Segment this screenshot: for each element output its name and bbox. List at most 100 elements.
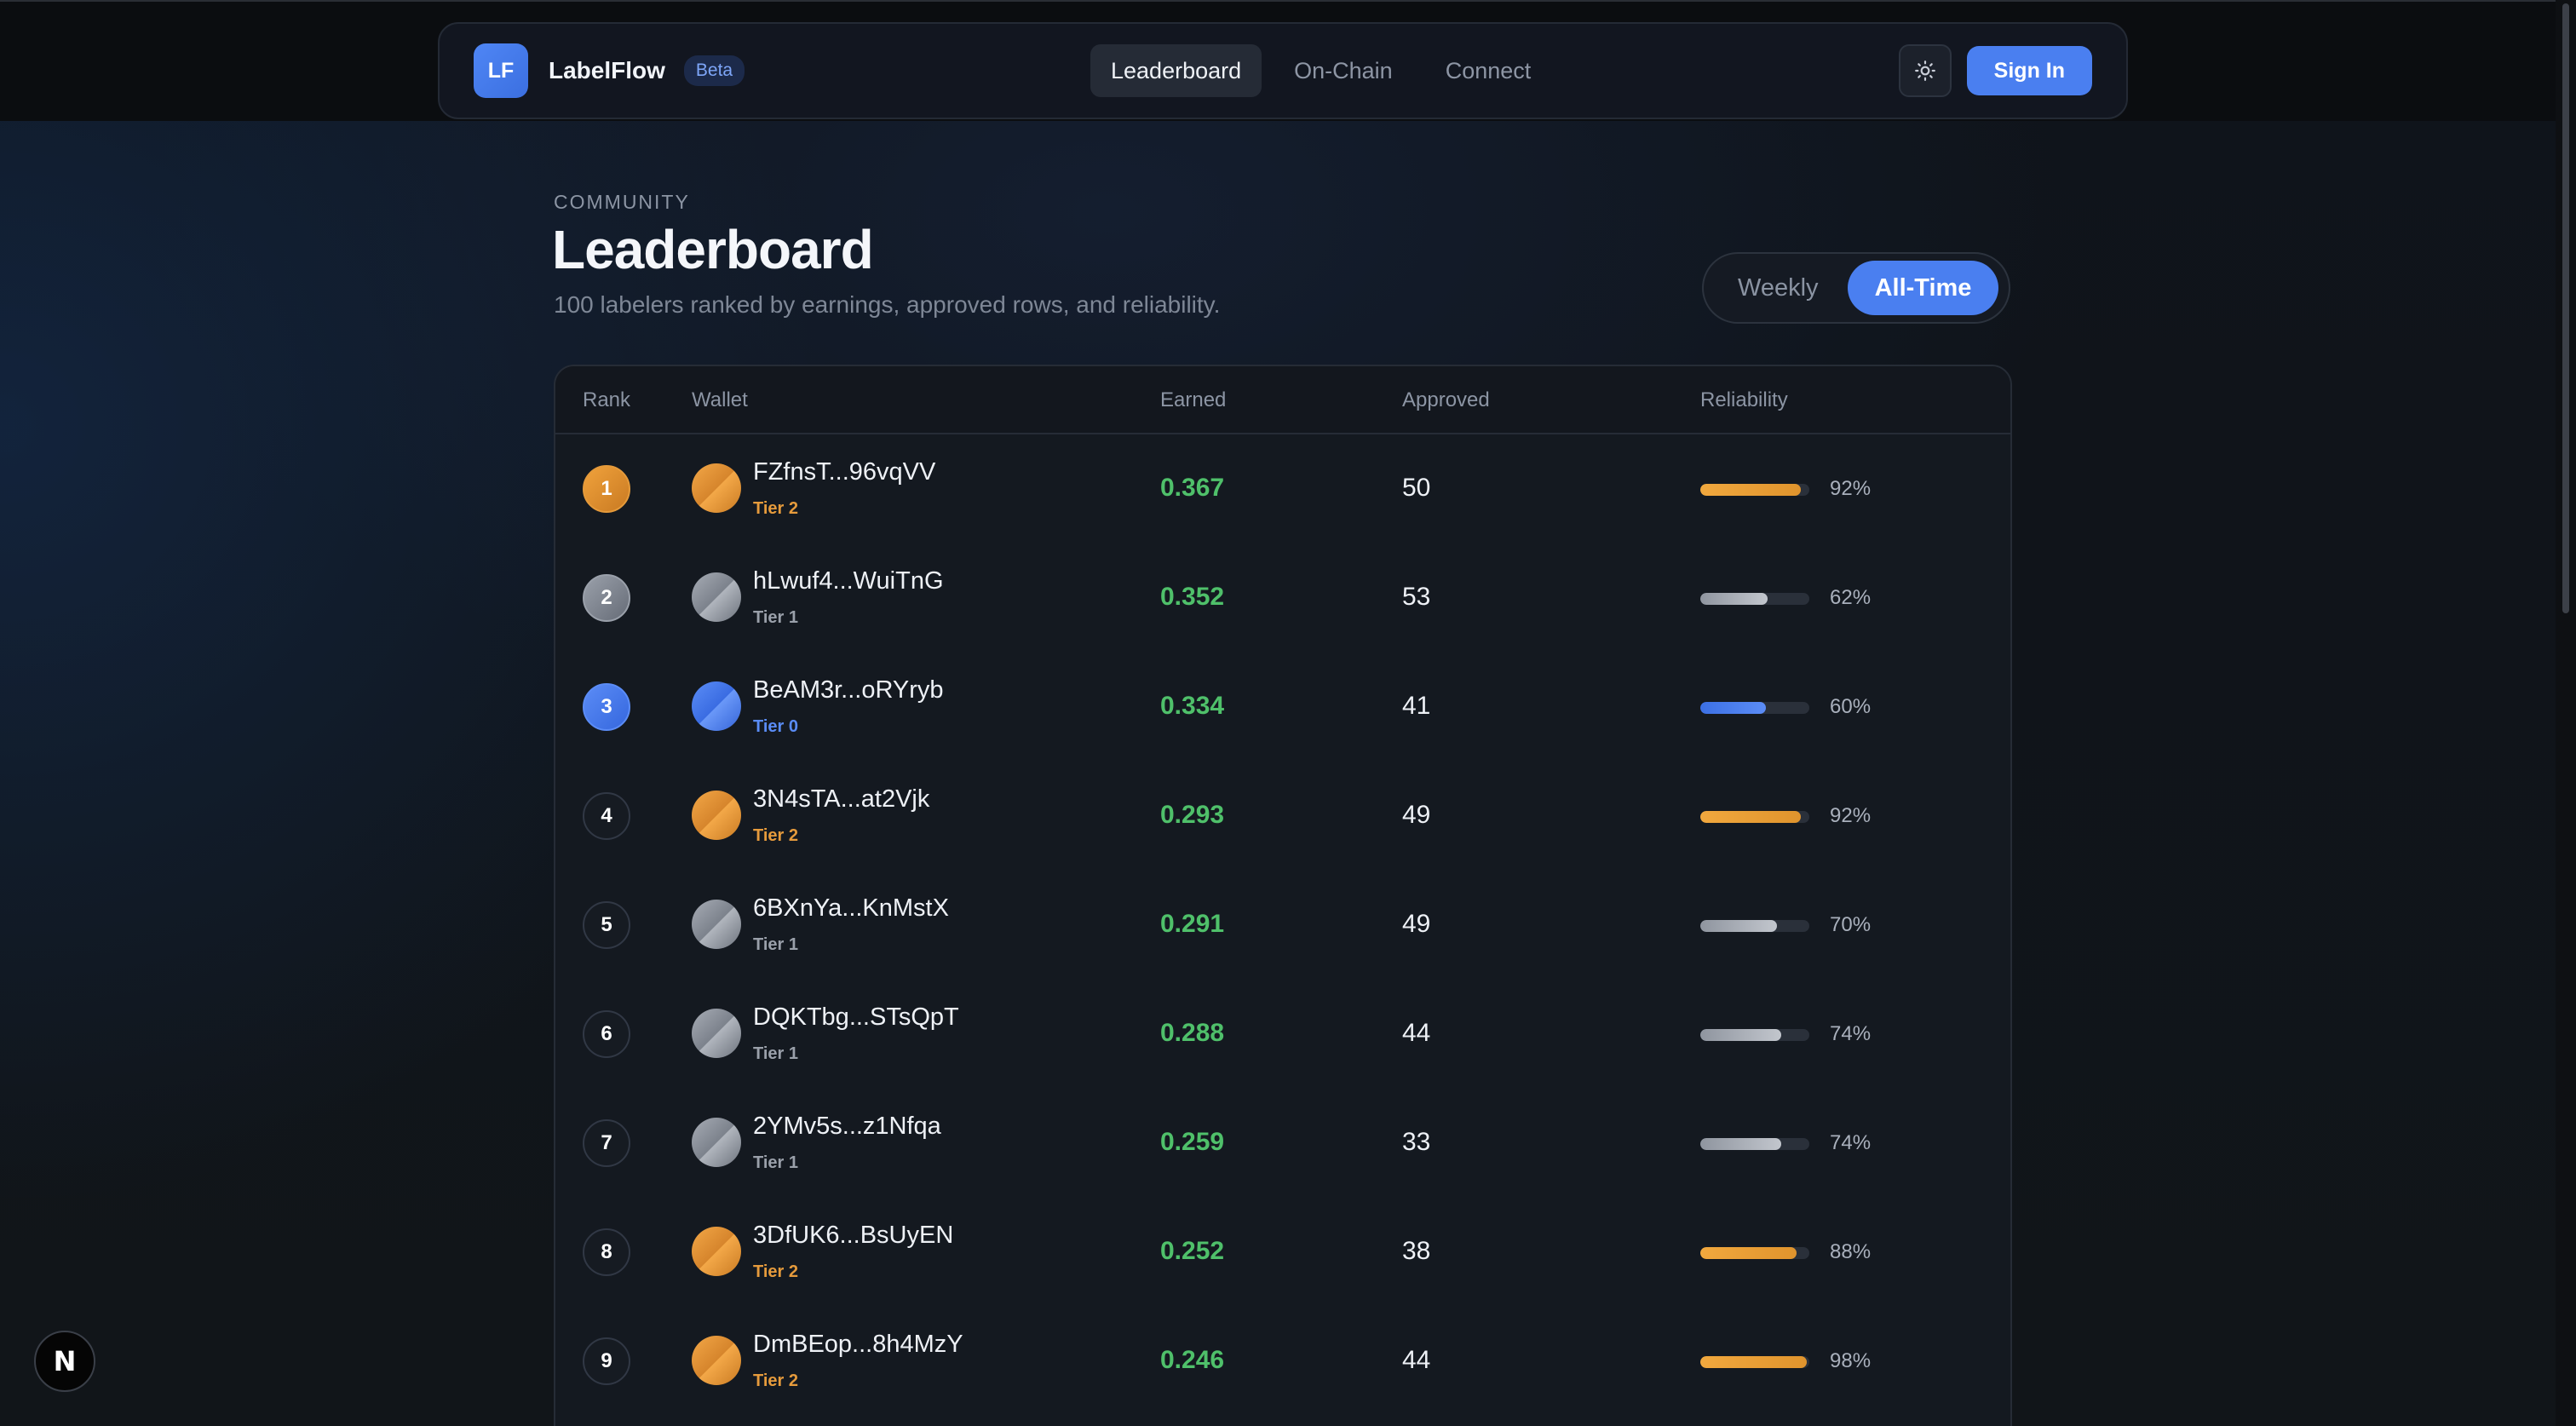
toggle-all-time[interactable]: All-Time [1847,261,1999,315]
logo[interactable]: LF [474,43,528,98]
approved-value: 53 [1402,583,1431,611]
reliability-bar-fill [1700,1138,1781,1150]
wallet-address[interactable]: 3N4sTA...at2Vjk [753,785,930,813]
beta-badge: Beta [683,55,745,86]
tier-label: Tier 1 [753,1044,798,1063]
rank-badge: 6 [583,1010,630,1058]
earned-value: 0.367 [1160,474,1225,502]
rank-badge: 9 [583,1337,630,1385]
tier-label: Tier 2 [753,826,798,845]
rank-badge: 2 [583,574,630,622]
wallet-address[interactable]: hLwuf4...WuiTnG [753,567,944,595]
table-row[interactable]: 1 FZfnsT...96vqVV Tier 2 0.367 50 92% [555,434,2010,543]
reliability-bar [1700,1356,1809,1368]
wallet-avatar [692,572,741,622]
scrollbar-thumb[interactable] [2562,3,2569,613]
tier-label: Tier 2 [753,1371,798,1390]
sign-in-button[interactable]: Sign In [1966,46,2092,95]
column-header-approved[interactable]: Approved [1402,388,1490,411]
reliability-percent: 74% [1830,1131,1872,1154]
reliability-bar-fill [1700,593,1768,605]
approved-value: 33 [1402,1128,1431,1156]
reliability-bar [1700,484,1809,496]
reliability-bar [1700,1247,1809,1259]
rank-badge: 7 [583,1119,630,1167]
column-header-rank[interactable]: Rank [583,388,631,411]
reliability-bar [1700,811,1809,823]
column-header-reliability[interactable]: Reliability [1700,388,1788,411]
nav-link-on-chain[interactable]: On-Chain [1294,57,1393,83]
rank-badge: 1 [583,465,630,513]
section-label: COMMUNITY [554,191,690,213]
earned-value: 0.246 [1160,1346,1225,1374]
wallet-avatar [692,791,741,840]
earned-value: 0.288 [1160,1019,1225,1047]
reliability-percent: 92% [1830,477,1872,500]
wallet-address[interactable]: FZfnsT...96vqVV [753,458,936,486]
approved-value: 41 [1402,692,1431,720]
column-header-earned[interactable]: Earned [1160,388,1227,411]
wallet-address[interactable]: 3DfUK6...BsUyEN [753,1222,954,1249]
reliability-bar-fill [1700,920,1777,932]
wallet-avatar [692,1118,741,1167]
wallet-avatar [692,463,741,513]
rank-badge: 5 [583,901,630,949]
table-row[interactable]: 6 DQKTbg...STsQpT Tier 1 0.288 44 74% [555,980,2010,1089]
tier-label: Tier 1 [753,608,798,627]
earned-value: 0.334 [1160,692,1225,720]
table-row[interactable]: 2 hLwuf4...WuiTnG Tier 1 0.352 53 62% [555,543,2010,653]
reliability-bar [1700,920,1809,932]
approved-value: 49 [1402,801,1431,829]
reliability-bar-fill [1700,484,1801,496]
rank-badge: 4 [583,792,630,840]
wallet-avatar [692,900,741,949]
period-toggle: Weekly All-Time [1702,252,2010,324]
reliability-bar [1700,1138,1809,1150]
wallet-address[interactable]: BeAM3r...oRYryb [753,676,944,704]
table-row[interactable]: 9 DmBEop...8h4MzY Tier 2 0.246 44 98% [555,1307,2010,1416]
column-header-wallet[interactable]: Wallet [692,388,748,411]
reliability-percent: 92% [1830,804,1872,827]
scrollbar[interactable] [2556,0,2576,1426]
table-row[interactable]: 7 2YMv5s...z1Nfqa Tier 1 0.259 33 74% [555,1089,2010,1198]
tier-label: Tier 2 [753,499,798,518]
wallet-address[interactable]: DmBEop...8h4MzY [753,1331,963,1358]
nav-actions: Sign In [1898,44,2092,97]
reliability-bar-fill [1700,1029,1781,1041]
theme-toggle-button[interactable] [1898,44,1952,97]
tier-label: Tier 0 [753,717,798,736]
wallet-address[interactable]: DQKTbg...STsQpT [753,1003,959,1031]
approved-value: 38 [1402,1237,1431,1265]
reliability-percent: 70% [1830,913,1872,936]
earned-value: 0.293 [1160,801,1225,829]
brand-name[interactable]: LabelFlow [549,57,665,83]
reliability-bar [1700,702,1809,714]
table-row[interactable]: 5 6BXnYa...KnMstX Tier 1 0.291 49 70% [555,871,2010,980]
table-row[interactable]: 4 3N4sTA...at2Vjk Tier 2 0.293 49 92% [555,762,2010,871]
wallet-avatar [692,1336,741,1385]
reliability-percent: 98% [1830,1349,1872,1372]
wallet-avatar [692,681,741,731]
table-row[interactable]: 3 BeAM3r...oRYryb Tier 0 0.334 41 60% [555,653,2010,762]
reliability-bar-fill [1700,1247,1797,1259]
reliability-percent: 60% [1830,695,1872,718]
dev-tools-badge[interactable]: N [34,1331,95,1392]
toggle-weekly[interactable]: Weekly [1738,273,1819,302]
tier-label: Tier 1 [753,935,798,954]
earned-value: 0.252 [1160,1237,1225,1265]
wallet-avatar [692,1227,741,1276]
nav-link-connect[interactable]: Connect [1445,57,1532,83]
reliability-bar [1700,1029,1809,1041]
nav-link-leaderboard[interactable]: Leaderboard [1090,44,1262,97]
reliability-bar [1700,593,1809,605]
wallet-address[interactable]: 2YMv5s...z1Nfqa [753,1113,941,1140]
table-row[interactable]: 8 3DfUK6...BsUyEN Tier 2 0.252 38 88% [555,1198,2010,1307]
tier-label: Tier 2 [753,1262,798,1281]
wallet-address[interactable]: 6BXnYa...KnMstX [753,894,949,922]
reliability-bar-fill [1700,702,1766,714]
earned-value: 0.259 [1160,1128,1225,1156]
table-body: 1 FZfnsT...96vqVV Tier 2 0.367 50 92% 2 hLwuf4.… [555,434,2010,1416]
reliability-percent: 62% [1830,586,1872,609]
reliability-percent: 74% [1830,1022,1872,1045]
earned-value: 0.352 [1160,583,1225,611]
